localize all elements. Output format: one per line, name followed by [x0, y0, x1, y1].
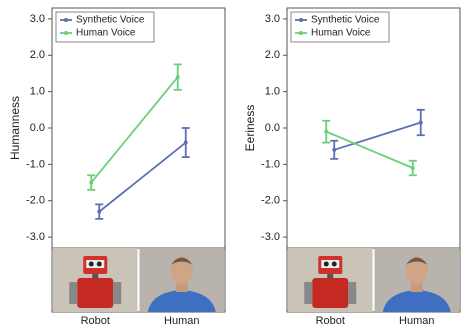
figure: 3.0 2.0 1.0 0.0 -1.0 -2.0 -3.0 Humanness Synthet… — [0, 0, 463, 328]
y-tick-label: -2.0 — [261, 195, 280, 207]
y-axis-label: Eeriness — [243, 105, 257, 152]
point — [332, 148, 336, 152]
legend-dot — [64, 18, 68, 22]
x-tick-label: Robot — [316, 315, 345, 327]
point — [419, 121, 423, 125]
robot-neck — [92, 274, 98, 278]
robot-eye — [97, 262, 102, 267]
y-tick-label: 2.0 — [30, 49, 45, 61]
x-tick-label: Human — [164, 315, 199, 327]
y-tick-label: 1.0 — [265, 86, 280, 98]
point — [324, 130, 328, 134]
plot-frame — [287, 8, 460, 248]
robot-arm — [304, 282, 312, 304]
y-tick-label: 3.0 — [265, 13, 280, 25]
x-tick-label: Robot — [81, 315, 110, 327]
y-tick-label: -3.0 — [26, 231, 45, 243]
robot-arm — [348, 282, 356, 304]
robot-body — [77, 278, 113, 308]
y-tick-label: -2.0 — [26, 195, 45, 207]
legend-label: Human Voice — [76, 28, 136, 39]
point — [176, 75, 180, 79]
y-tick-label: 3.0 — [30, 13, 45, 25]
series-line — [326, 132, 413, 168]
legend-label: Synthetic Voice — [76, 15, 145, 26]
legend-dot — [299, 31, 303, 35]
robot-eye — [89, 262, 94, 267]
legend-label: Synthetic Voice — [311, 15, 380, 26]
robot-arm — [69, 282, 77, 304]
point — [89, 181, 93, 185]
y-tick-label: 0.0 — [265, 122, 280, 134]
legend-label: Human Voice — [311, 28, 371, 39]
robot-body — [312, 278, 348, 308]
robot-eye — [332, 262, 337, 267]
x-tick-label: Human — [399, 315, 434, 327]
robot-neck — [327, 274, 333, 278]
point — [184, 141, 188, 145]
y-tick-label: -1.0 — [26, 158, 45, 170]
legend-dot — [64, 31, 68, 35]
point — [411, 166, 415, 170]
y-tick-label: -3.0 — [261, 231, 280, 243]
y-tick-label: -1.0 — [261, 158, 280, 170]
robot-eye — [324, 262, 329, 267]
robot-arm — [113, 282, 121, 304]
series-line — [334, 123, 421, 150]
y-tick-label: 2.0 — [265, 49, 280, 61]
legend-dot — [299, 18, 303, 22]
y-axis-label: Humanness — [8, 96, 22, 160]
series-line — [99, 143, 186, 212]
series-line — [91, 77, 178, 182]
plot-frame — [52, 8, 225, 248]
y-tick-label: 0.0 — [30, 122, 45, 134]
point — [97, 210, 101, 214]
y-tick-label: 1.0 — [30, 86, 45, 98]
